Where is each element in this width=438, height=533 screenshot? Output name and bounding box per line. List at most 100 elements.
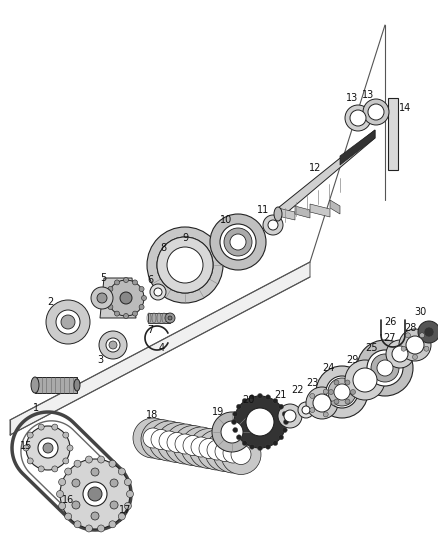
- Circle shape: [345, 105, 371, 131]
- Circle shape: [159, 431, 179, 451]
- Circle shape: [268, 220, 278, 230]
- Circle shape: [189, 429, 229, 469]
- Text: 24: 24: [322, 363, 334, 373]
- Circle shape: [332, 400, 336, 406]
- Circle shape: [273, 441, 278, 446]
- Circle shape: [150, 284, 166, 300]
- Circle shape: [334, 384, 350, 400]
- Circle shape: [181, 427, 221, 467]
- Circle shape: [263, 215, 283, 235]
- Circle shape: [157, 423, 197, 463]
- Circle shape: [168, 316, 172, 320]
- Polygon shape: [148, 313, 170, 323]
- Circle shape: [399, 329, 431, 361]
- Circle shape: [118, 468, 125, 475]
- Polygon shape: [310, 204, 330, 217]
- Circle shape: [258, 446, 262, 450]
- Circle shape: [212, 412, 252, 452]
- Text: 3: 3: [97, 355, 103, 365]
- Circle shape: [133, 311, 138, 316]
- Polygon shape: [278, 208, 295, 220]
- Text: 11: 11: [257, 205, 269, 215]
- Circle shape: [242, 441, 247, 446]
- Circle shape: [413, 354, 417, 359]
- Text: 1: 1: [33, 403, 39, 413]
- Text: 7: 7: [147, 325, 153, 335]
- Circle shape: [72, 479, 80, 487]
- Circle shape: [392, 346, 408, 362]
- Circle shape: [205, 432, 245, 472]
- Circle shape: [367, 350, 403, 386]
- Circle shape: [363, 99, 389, 125]
- Circle shape: [141, 295, 146, 301]
- Circle shape: [97, 293, 107, 303]
- Circle shape: [316, 366, 368, 418]
- Circle shape: [114, 280, 120, 285]
- Text: 19: 19: [212, 407, 224, 417]
- Text: 30: 30: [414, 307, 426, 317]
- Circle shape: [234, 396, 286, 448]
- Circle shape: [61, 315, 75, 329]
- Circle shape: [223, 443, 243, 463]
- Polygon shape: [388, 98, 398, 170]
- Circle shape: [310, 393, 315, 399]
- Circle shape: [401, 346, 406, 351]
- Circle shape: [230, 234, 246, 250]
- Circle shape: [91, 512, 99, 520]
- Circle shape: [85, 456, 92, 463]
- Circle shape: [237, 404, 241, 409]
- Circle shape: [127, 490, 134, 497]
- Circle shape: [124, 313, 128, 319]
- Circle shape: [237, 435, 241, 440]
- Circle shape: [328, 378, 356, 406]
- Circle shape: [67, 445, 73, 451]
- Circle shape: [65, 468, 72, 475]
- Circle shape: [59, 503, 66, 510]
- Circle shape: [353, 368, 377, 392]
- Circle shape: [175, 434, 195, 454]
- Circle shape: [213, 433, 253, 473]
- Circle shape: [231, 445, 251, 464]
- Circle shape: [118, 513, 125, 520]
- Polygon shape: [35, 377, 77, 393]
- Text: 18: 18: [146, 410, 158, 420]
- Polygon shape: [295, 206, 310, 218]
- Circle shape: [141, 419, 181, 459]
- Circle shape: [167, 247, 203, 283]
- Circle shape: [26, 426, 70, 470]
- Circle shape: [334, 399, 339, 404]
- Text: 2: 2: [47, 297, 53, 307]
- Circle shape: [350, 110, 366, 126]
- Text: 22: 22: [292, 385, 304, 395]
- Circle shape: [279, 404, 283, 409]
- Circle shape: [345, 380, 350, 385]
- Circle shape: [377, 360, 393, 376]
- Circle shape: [326, 376, 358, 408]
- Circle shape: [345, 399, 350, 404]
- Text: 13: 13: [362, 90, 374, 100]
- Circle shape: [242, 399, 247, 403]
- Text: 27: 27: [384, 333, 396, 343]
- Circle shape: [98, 525, 105, 532]
- Circle shape: [310, 408, 315, 413]
- Circle shape: [106, 338, 120, 352]
- Circle shape: [38, 424, 44, 430]
- Circle shape: [52, 466, 58, 472]
- Circle shape: [167, 432, 187, 453]
- Circle shape: [52, 424, 58, 430]
- Circle shape: [165, 424, 205, 464]
- Circle shape: [424, 346, 429, 351]
- Circle shape: [133, 280, 138, 285]
- Circle shape: [323, 412, 328, 417]
- Circle shape: [65, 513, 72, 520]
- Polygon shape: [278, 130, 375, 220]
- Circle shape: [124, 278, 128, 282]
- Circle shape: [139, 287, 144, 292]
- Circle shape: [38, 438, 58, 458]
- Circle shape: [110, 479, 118, 487]
- Circle shape: [38, 466, 44, 472]
- Circle shape: [109, 460, 116, 467]
- Circle shape: [224, 228, 252, 256]
- Circle shape: [46, 300, 90, 344]
- Circle shape: [313, 394, 331, 412]
